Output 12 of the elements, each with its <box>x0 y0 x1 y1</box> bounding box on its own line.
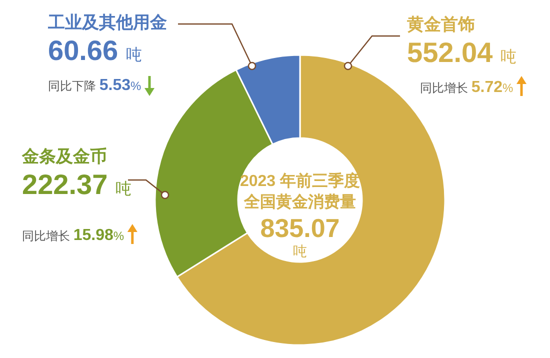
text: 835.07 吨 <box>260 213 340 259</box>
text: 2023 年前三季度 <box>240 171 360 190</box>
slice-label: 金条及金币 <box>21 147 107 166</box>
data-label: 222.37 吨 <box>22 169 132 200</box>
data-label: 60.66 吨 <box>48 35 142 66</box>
text: 同比增长 15.98% <box>22 227 124 244</box>
slice-label: 黄金首饰 <box>406 15 475 34</box>
text: 同比下降 5.53% <box>48 77 142 94</box>
slice-label: 工业及其他用金 <box>47 13 167 32</box>
text: 同比增长 5.72% <box>420 79 514 96</box>
text: 全国黄金消费量 <box>243 193 356 211</box>
data-label: 552.04 吨 <box>407 37 516 68</box>
